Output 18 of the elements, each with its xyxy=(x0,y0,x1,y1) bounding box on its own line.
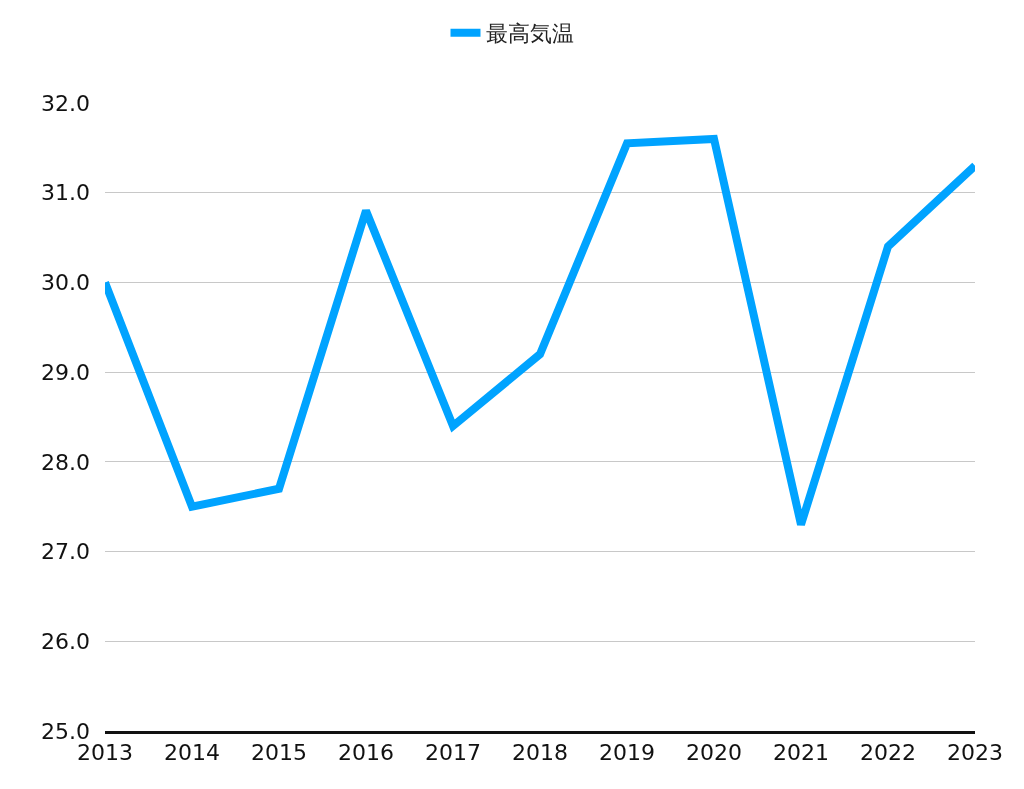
y-tick-label: 27.0 xyxy=(41,539,90,565)
y-tick-label: 30.0 xyxy=(41,270,90,296)
x-tick-label: 2015 xyxy=(251,740,307,766)
x-tick-label: 2020 xyxy=(686,740,742,766)
y-tick-label: 32.0 xyxy=(41,90,90,116)
x-tick-label: 2023 xyxy=(947,740,1003,766)
x-tick-label: 2014 xyxy=(164,740,220,766)
y-tick-label: 28.0 xyxy=(41,449,90,475)
x-tick-label: 2016 xyxy=(338,740,394,766)
y-tick-label: 31.0 xyxy=(41,180,90,206)
x-tick-label: 2017 xyxy=(425,740,481,766)
y-tick-label: 26.0 xyxy=(41,628,90,654)
y-tick-label: 29.0 xyxy=(41,359,90,385)
x-tick-label: 2019 xyxy=(599,740,655,766)
x-tick-label: 2018 xyxy=(512,740,568,766)
x-tick-label: 2022 xyxy=(860,740,916,766)
x-tick-label: 2021 xyxy=(773,740,829,766)
legend-label: 最高気温 xyxy=(485,21,574,47)
